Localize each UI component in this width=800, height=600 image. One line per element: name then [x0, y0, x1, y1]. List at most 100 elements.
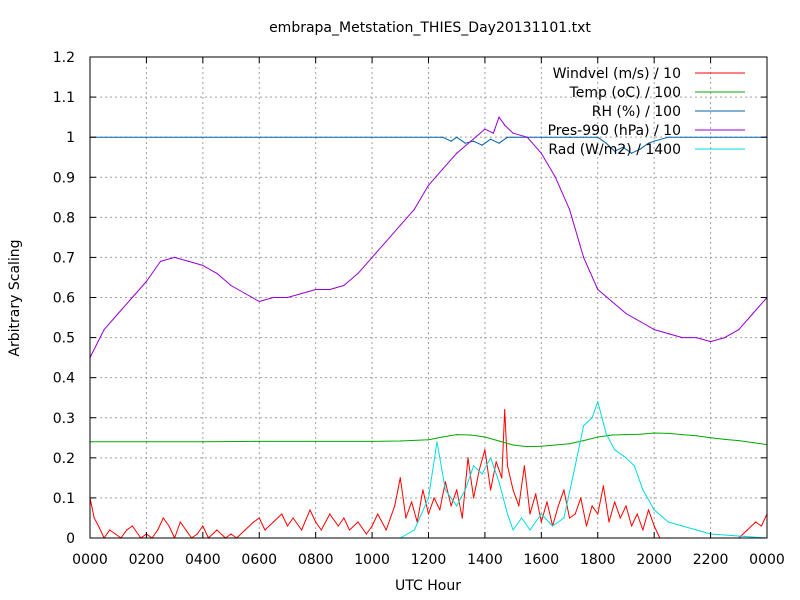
data-point: [315, 440, 317, 442]
data-point: [439, 509, 441, 511]
data-point: [681, 337, 684, 339]
y-tick-label: 0.2: [53, 451, 75, 467]
data-point: [478, 469, 480, 471]
data-point: [114, 533, 116, 535]
data-point: [580, 497, 582, 499]
data-point: [456, 434, 458, 436]
data-point: [625, 457, 627, 459]
data-point: [681, 525, 684, 527]
data-point: [504, 124, 506, 126]
y-tick-label: 0.8: [53, 210, 75, 226]
x-tick-label: 0200: [129, 552, 165, 568]
data-point: [760, 525, 763, 527]
data-point: [272, 296, 274, 299]
data-point: [695, 337, 698, 339]
x-tick-label: 0000: [749, 552, 785, 568]
data-point: [456, 152, 458, 154]
data-point: [540, 152, 542, 154]
x-tick-label: 1400: [467, 552, 503, 568]
data-point: [188, 260, 190, 262]
data-point: [371, 525, 373, 527]
chart-title: embrapa_Metstation_THIES_Day20131101.txt: [269, 20, 591, 36]
data-point: [484, 449, 486, 451]
data-point: [498, 116, 500, 118]
x-tick-label: 0800: [298, 552, 334, 568]
data-point: [301, 529, 303, 531]
data-point: [244, 529, 246, 531]
data-point: [614, 449, 616, 451]
data-point: [614, 150, 616, 152]
data-point: [568, 136, 571, 138]
data-point: [97, 525, 100, 527]
data-point: [667, 136, 669, 138]
data-point: [563, 517, 565, 519]
data-point: [498, 440, 500, 442]
data-point: [583, 256, 585, 258]
data-point: [506, 136, 509, 138]
data-point: [357, 521, 359, 523]
data-point: [168, 525, 170, 527]
data-point: [292, 517, 294, 519]
data-point: [602, 485, 605, 487]
data-point: [724, 337, 726, 339]
y-tick-label: 1.2: [53, 50, 75, 66]
data-point: [695, 529, 698, 531]
data-point: [554, 444, 557, 446]
data-point: [622, 146, 624, 148]
data-point: [738, 440, 740, 442]
data-point: [746, 529, 748, 531]
data-point: [196, 533, 198, 535]
data-point: [131, 525, 133, 527]
x-axis-label: UTC Hour: [395, 578, 461, 594]
data-point: [583, 440, 585, 442]
data-point: [179, 521, 181, 523]
data-point: [427, 184, 430, 186]
data-point: [371, 256, 373, 258]
data-point: [464, 142, 466, 144]
data-point: [563, 489, 565, 491]
y-tick-label: 0.6: [53, 291, 75, 307]
data-point: [286, 296, 289, 299]
data-point: [202, 264, 204, 266]
data-point: [450, 505, 452, 507]
data-point: [456, 136, 458, 138]
data-point: [583, 136, 585, 138]
data-point: [724, 438, 726, 440]
data-point: [348, 529, 351, 531]
data-point: [258, 300, 260, 303]
data-point: [653, 525, 655, 527]
data-point: [427, 497, 430, 499]
legend-label: Pres-990 (hPa) / 10: [548, 123, 681, 139]
data-point: [385, 240, 387, 242]
data-point: [667, 521, 669, 523]
data-point: [512, 489, 514, 491]
legend-label: Temp (oC) / 100: [569, 85, 681, 101]
series-3: [89, 116, 768, 359]
data-point: [633, 465, 636, 467]
data-point: [642, 489, 644, 491]
data-point: [512, 136, 514, 138]
data-point: [456, 505, 458, 507]
data-point: [281, 513, 283, 515]
data-point: [625, 434, 627, 436]
data-point: [216, 272, 218, 274]
data-point: [399, 477, 401, 479]
data-point: [738, 329, 740, 331]
data-point: [605, 142, 607, 144]
data-point: [385, 529, 387, 531]
data-point: [557, 505, 559, 507]
data-point: [574, 465, 576, 467]
data-point: [272, 521, 274, 523]
data-point: [329, 513, 331, 515]
data-point: [162, 517, 164, 519]
data-point: [131, 296, 133, 299]
data-point: [427, 439, 430, 441]
data-point: [710, 341, 712, 343]
data-point: [639, 148, 641, 150]
x-tick-label: 1800: [580, 552, 616, 568]
data-point: [301, 292, 303, 295]
data-point: [526, 136, 528, 138]
data-point: [444, 489, 446, 491]
legend-label: Windvel (m/s) / 10: [553, 66, 681, 82]
